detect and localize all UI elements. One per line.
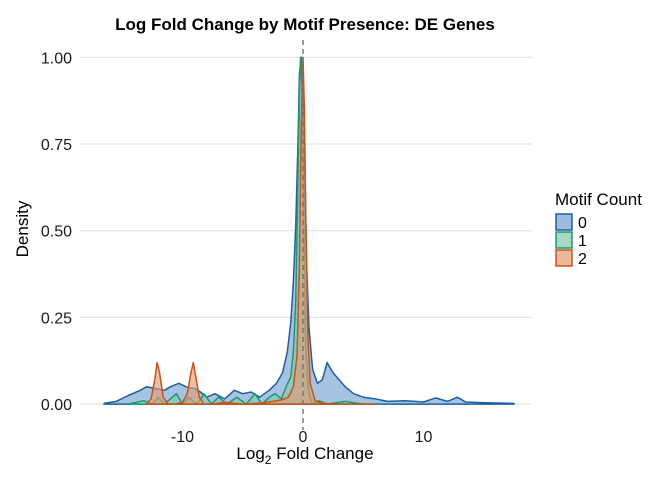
legend-key-2 — [555, 249, 573, 267]
density-area-motif-0 — [103, 56, 515, 405]
y-tick-label-0: 0.00 — [41, 397, 72, 414]
y-axis-title: Density — [13, 200, 32, 257]
legend: Motif Count 012 — [555, 190, 642, 268]
y-tick-label-1: 0.25 — [41, 310, 72, 327]
x-tick-label-0: -10 — [171, 429, 194, 446]
legend-label-2: 2 — [578, 251, 587, 268]
density-area-motif-2 — [145, 56, 377, 405]
x-axis-title-subscript: 2 — [265, 453, 272, 467]
legend-title: Motif Count — [555, 190, 642, 209]
x-tick-label-1: 0 — [299, 429, 308, 446]
x-axis-ticks: -10 0 10 — [171, 429, 433, 446]
legend-key-0 — [555, 213, 573, 231]
legend-label-1: 1 — [578, 233, 587, 250]
chart-title: Log Fold Change by Motif Presence: DE Ge… — [115, 15, 495, 34]
x-axis-title: Log2 Fold Change — [236, 444, 373, 467]
legend-key-1 — [555, 231, 573, 249]
x-tick-label-2: 10 — [415, 429, 433, 446]
legend-label-0: 0 — [578, 215, 587, 232]
y-axis-ticks: 0.00 0.25 0.50 0.75 1.00 — [41, 50, 72, 414]
y-tick-label-2: 0.50 — [41, 224, 72, 241]
x-axis-title-main: Log — [236, 444, 264, 463]
density-areas — [103, 56, 515, 405]
y-tick-label-3: 0.75 — [41, 137, 72, 154]
y-tick-label-4: 1.00 — [41, 50, 72, 67]
x-axis-title-rest: Fold Change — [271, 444, 373, 463]
